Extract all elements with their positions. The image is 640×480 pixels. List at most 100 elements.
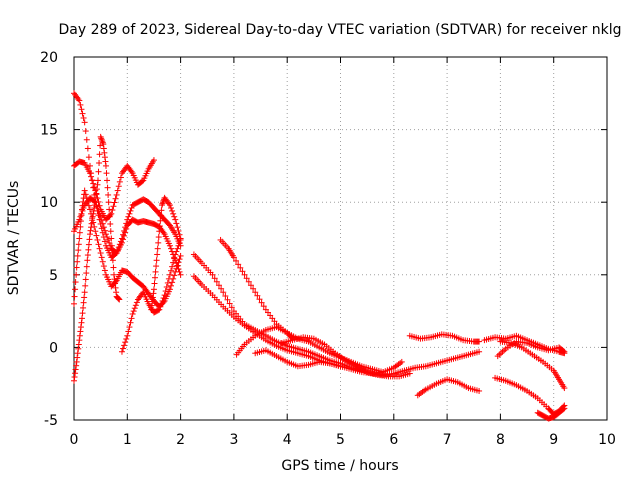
- x-tick-label: 10: [598, 432, 616, 448]
- data-point: [224, 296, 231, 303]
- data-point: [89, 177, 96, 184]
- data-point: [72, 286, 79, 293]
- data-point: [165, 200, 172, 207]
- data-point: [243, 275, 250, 282]
- data-point: [97, 250, 104, 257]
- data-point: [153, 263, 160, 270]
- data-point: [241, 271, 248, 278]
- data-point: [71, 374, 78, 381]
- data-point: [82, 282, 89, 289]
- x-axis-label: GPS time / hours: [281, 458, 398, 474]
- data-point: [115, 183, 122, 190]
- data-point: [76, 97, 83, 104]
- data-point: [75, 341, 82, 348]
- data-point: [75, 247, 82, 254]
- data-point: [159, 297, 166, 304]
- data-point: [121, 232, 128, 239]
- data-point: [73, 358, 80, 365]
- data-point: [175, 227, 182, 234]
- data-point: [170, 259, 177, 266]
- data-point: [173, 248, 180, 255]
- data-point: [96, 210, 103, 217]
- data-point: [127, 207, 134, 214]
- data-point: [76, 229, 83, 236]
- data-point: [128, 315, 135, 322]
- data-point: [76, 332, 83, 339]
- data-point: [380, 369, 387, 376]
- data-point: [102, 158, 109, 165]
- data-point: [107, 228, 114, 235]
- data-point: [561, 385, 568, 392]
- data-point: [115, 295, 122, 302]
- data-point: [154, 251, 161, 258]
- data-point: [82, 191, 89, 198]
- data-point: [160, 229, 167, 236]
- data-point: [108, 242, 115, 249]
- data-point: [121, 342, 128, 349]
- data-point: [85, 241, 92, 248]
- data-point: [93, 186, 100, 193]
- data-point: [158, 300, 165, 307]
- data-point: [476, 348, 483, 355]
- data-point: [90, 210, 97, 217]
- data-point: [168, 245, 175, 252]
- data-point: [83, 195, 90, 202]
- data-point: [157, 212, 164, 219]
- data-point: [150, 286, 157, 293]
- gridlines: [74, 57, 607, 420]
- x-tick-label: 6: [389, 432, 398, 448]
- y-tick-label: 20: [40, 50, 58, 66]
- data-point: [84, 145, 91, 152]
- data-point: [108, 235, 115, 242]
- data-point: [155, 307, 162, 314]
- data-point: [72, 366, 79, 373]
- data-point: [230, 254, 237, 261]
- data-point: [337, 363, 344, 370]
- data-point: [166, 286, 173, 293]
- data-point: [91, 205, 98, 212]
- data-point: [112, 280, 119, 287]
- data-point: [81, 289, 88, 296]
- data-point: [86, 170, 93, 177]
- data-point: [560, 406, 567, 413]
- data-point: [173, 220, 180, 227]
- x-tick-label: 9: [549, 432, 558, 448]
- data-point: [131, 305, 138, 312]
- data-point: [171, 272, 178, 279]
- data-point: [172, 268, 179, 275]
- data-point: [211, 275, 218, 282]
- data-point: [90, 207, 97, 214]
- data-point: [105, 236, 112, 243]
- data-point: [77, 101, 84, 108]
- x-tick-label: 2: [176, 432, 185, 448]
- data-point: [94, 181, 101, 188]
- data-point: [176, 239, 183, 246]
- data-point: [93, 190, 100, 197]
- data-point: [157, 217, 164, 224]
- data-point: [75, 241, 82, 248]
- data-point: [254, 292, 261, 299]
- data-point: [88, 224, 95, 231]
- data-point: [110, 271, 117, 278]
- data-point: [103, 170, 110, 177]
- data-point: [79, 310, 86, 317]
- x-tick-label: 0: [70, 432, 79, 448]
- data-point: [235, 261, 242, 268]
- data-point: [124, 216, 131, 223]
- x-tick-label: 5: [336, 432, 345, 448]
- data-point: [111, 199, 118, 206]
- data-point: [76, 337, 83, 344]
- data-point: [149, 298, 156, 305]
- data-point: [476, 338, 483, 345]
- data-point: [173, 265, 180, 272]
- data-point: [172, 251, 179, 258]
- data-point: [113, 191, 120, 198]
- data-point: [122, 339, 129, 346]
- data-point: [166, 242, 173, 249]
- data-point: [170, 210, 177, 217]
- data-point: [100, 224, 107, 231]
- data-point: [256, 296, 263, 303]
- data-point: [98, 135, 105, 142]
- data-point: [177, 271, 184, 278]
- data-point: [100, 145, 107, 152]
